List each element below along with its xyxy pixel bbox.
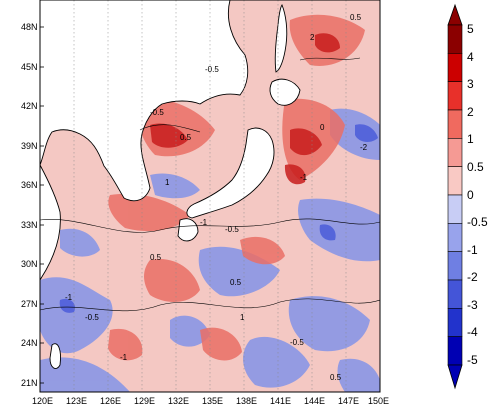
x-tick-label: 147E <box>338 396 359 406</box>
x-axis-ticks: 120E 123E 126E 129E 132E 135E 138E 141E … <box>32 396 389 406</box>
colorbar-label: -0.5 <box>467 215 488 229</box>
contour-label: -1 <box>200 218 208 227</box>
contour-label: -1 <box>65 293 73 302</box>
colorbar-swatch <box>447 24 463 54</box>
map-border <box>39 0 381 393</box>
colorbar-label: 2 <box>467 105 474 119</box>
colorbar-label: 1 <box>467 132 474 146</box>
contour-label: 0.5 <box>180 133 192 142</box>
colorbar-label: 0.5 <box>467 160 484 174</box>
contour-label: -0.5 <box>290 338 304 347</box>
x-tick-label: 141E <box>270 396 291 406</box>
sakhalin <box>274 4 288 73</box>
japan-hokkaido <box>269 78 301 106</box>
colorbar-swatch <box>447 251 463 281</box>
colorbar-label: -3 <box>467 298 478 312</box>
y-tick-label: 36N <box>21 180 38 190</box>
land-masses <box>40 0 301 369</box>
x-tick-label: 150E <box>368 396 389 406</box>
contour-label: -0.5 <box>205 65 219 74</box>
x-tick-label: 144E <box>304 396 325 406</box>
x-tick-label: 132E <box>168 396 189 406</box>
colorbar-swatch <box>447 279 463 309</box>
graticule <box>73 0 347 392</box>
china-coast <box>40 164 61 281</box>
contour-label-group: -0.5 -0.5 0.5 1 -1 -0.5 2 0.5 -2 0 -1 0.… <box>65 13 368 382</box>
x-tick-label: 135E <box>202 396 223 406</box>
strong-negative-cores <box>59 124 378 313</box>
contour-lines <box>40 57 380 312</box>
contour-label: 0.5 <box>230 278 242 287</box>
y-axis-ticks: 48N 45N 42N 39N 36N 33N 30N 27N 24N 21N <box>21 22 44 388</box>
contour-label: 1 <box>240 313 245 322</box>
contour-label: 0.5 <box>350 13 362 22</box>
contour-label: 2 <box>310 33 315 42</box>
contour-label: 0.5 <box>150 253 162 262</box>
contour-label: 0.5 <box>330 373 342 382</box>
colorbar-label: 3 <box>467 77 474 91</box>
colorbar-top-triangle <box>447 3 463 26</box>
contour-label: -0.5 <box>150 108 164 117</box>
colorbar-label: 5 <box>467 22 474 36</box>
colorbar: 5 4 3 2 1 0.5 0 -0.5 -1 -2 -3 -4 -5 <box>447 3 488 390</box>
y-tick-label: 45N <box>21 62 38 72</box>
x-tick-label: 138E <box>236 396 257 406</box>
colorbar-swatch <box>447 336 463 366</box>
y-tick-label: 39N <box>21 141 38 151</box>
colorbar-swatches <box>447 24 463 366</box>
asia-mainland <box>40 0 249 202</box>
contour-label: 0 <box>320 123 325 132</box>
colorbar-label: -4 <box>467 325 478 339</box>
x-tick-label: 123E <box>66 396 87 406</box>
colorbar-label: -5 <box>467 353 478 367</box>
colorbar-label: -2 <box>467 270 478 284</box>
contour-label: 1 <box>165 178 170 187</box>
x-tick-label: 129E <box>134 396 155 406</box>
contour-label: -0.5 <box>85 313 99 322</box>
japan-kyushu <box>177 218 199 242</box>
negative-anomaly-patches <box>40 108 380 392</box>
colorbar-label: 4 <box>467 50 474 64</box>
colorbar-label: 0 <box>467 188 474 202</box>
y-tick-label: 27N <box>21 299 38 309</box>
colorbar-swatch <box>447 223 463 252</box>
contour-label: -0.5 <box>225 225 239 234</box>
colorbar-bottom-triangle <box>447 364 463 390</box>
colorbar-swatch <box>447 81 463 111</box>
colorbar-swatch <box>447 53 463 82</box>
y-tick-label: 21N <box>21 378 38 388</box>
y-tick-label: 24N <box>21 338 38 348</box>
y-tick-label: 48N <box>21 22 38 32</box>
contour-label: -2 <box>360 143 368 152</box>
contour-label: -1 <box>300 173 308 182</box>
taiwan <box>49 343 61 369</box>
colorbar-swatch <box>447 109 463 139</box>
colorbar-swatch <box>447 138 463 167</box>
contour-label: -1 <box>120 353 128 362</box>
x-tick-label: 120E <box>32 396 53 406</box>
x-tick-label: 126E <box>100 396 121 406</box>
japan-honshu <box>186 127 275 219</box>
map-panel: -0.5 -0.5 0.5 1 -1 -0.5 2 0.5 -2 0 -1 0.… <box>40 0 380 392</box>
colorbar-swatch <box>447 194 463 224</box>
colorbar-swatch <box>447 308 463 337</box>
strong-positive-cores <box>150 33 340 185</box>
y-tick-label: 30N <box>21 259 38 269</box>
y-tick-label: 33N <box>21 220 38 230</box>
colorbar-labels: 5 4 3 2 1 0.5 0 -0.5 -1 -2 -3 -4 -5 <box>467 22 488 367</box>
colorbar-label: -1 <box>467 243 478 257</box>
colorbar-swatch <box>447 166 463 196</box>
y-tick-label: 42N <box>21 101 38 111</box>
